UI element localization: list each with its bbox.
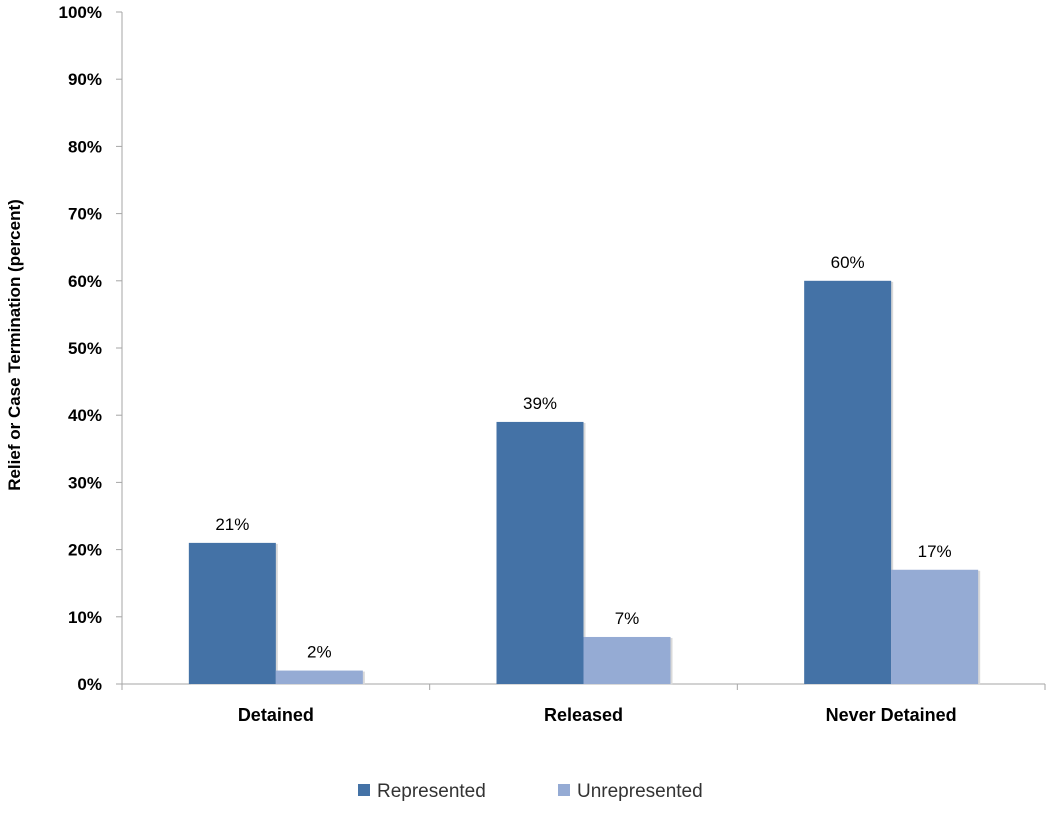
x-tick-label: Never Detained (826, 705, 957, 725)
y-tick-label: 20% (68, 541, 102, 560)
data-label: 39% (523, 394, 557, 413)
data-label: 7% (615, 609, 640, 628)
bar-represented (804, 280, 892, 684)
legend: Represented Unrepresented (358, 781, 703, 802)
legend-swatch (358, 784, 370, 796)
legend-swatch (558, 784, 570, 796)
y-axis-title: Relief or Case Termination (percent) (5, 199, 24, 491)
bar-represented (188, 542, 276, 684)
data-label: 60% (831, 253, 865, 272)
data-label: 21% (215, 515, 249, 534)
bar-unrepresented (275, 670, 363, 684)
y-tick-label: 50% (68, 339, 102, 358)
y-tick-label: 40% (68, 406, 102, 425)
x-tick-label: Detained (238, 705, 314, 725)
bar-unrepresented (891, 569, 979, 684)
y-tick-label: 30% (68, 473, 102, 492)
y-tick-label: 80% (68, 137, 102, 156)
axes: 0% 10% 20% 30% 40% 50% 60% 70% 80% 90% 100% Detaine… (59, 3, 1046, 725)
y-tick-label: 10% (68, 608, 102, 627)
data-label: 2% (307, 643, 332, 662)
y-tick-label: 0% (77, 675, 102, 694)
y-tick-label: 60% (68, 272, 102, 291)
bar-represented (496, 421, 584, 684)
y-tick-label: 90% (68, 70, 102, 89)
bar-unrepresented (583, 636, 671, 684)
y-tick-label: 100% (59, 3, 102, 22)
data-label: 17% (918, 542, 952, 561)
data-labels: 21% 39% 60% 2% 7% 17% (215, 253, 951, 662)
y-tick-label: 70% (68, 205, 102, 224)
bars (188, 280, 981, 685)
y-axis-title-group: Relief or Case Termination (percent) (5, 199, 24, 491)
legend-label: Represented (377, 781, 486, 802)
legend-label: Unrepresented (577, 781, 703, 802)
x-tick-label: Released (544, 705, 623, 725)
